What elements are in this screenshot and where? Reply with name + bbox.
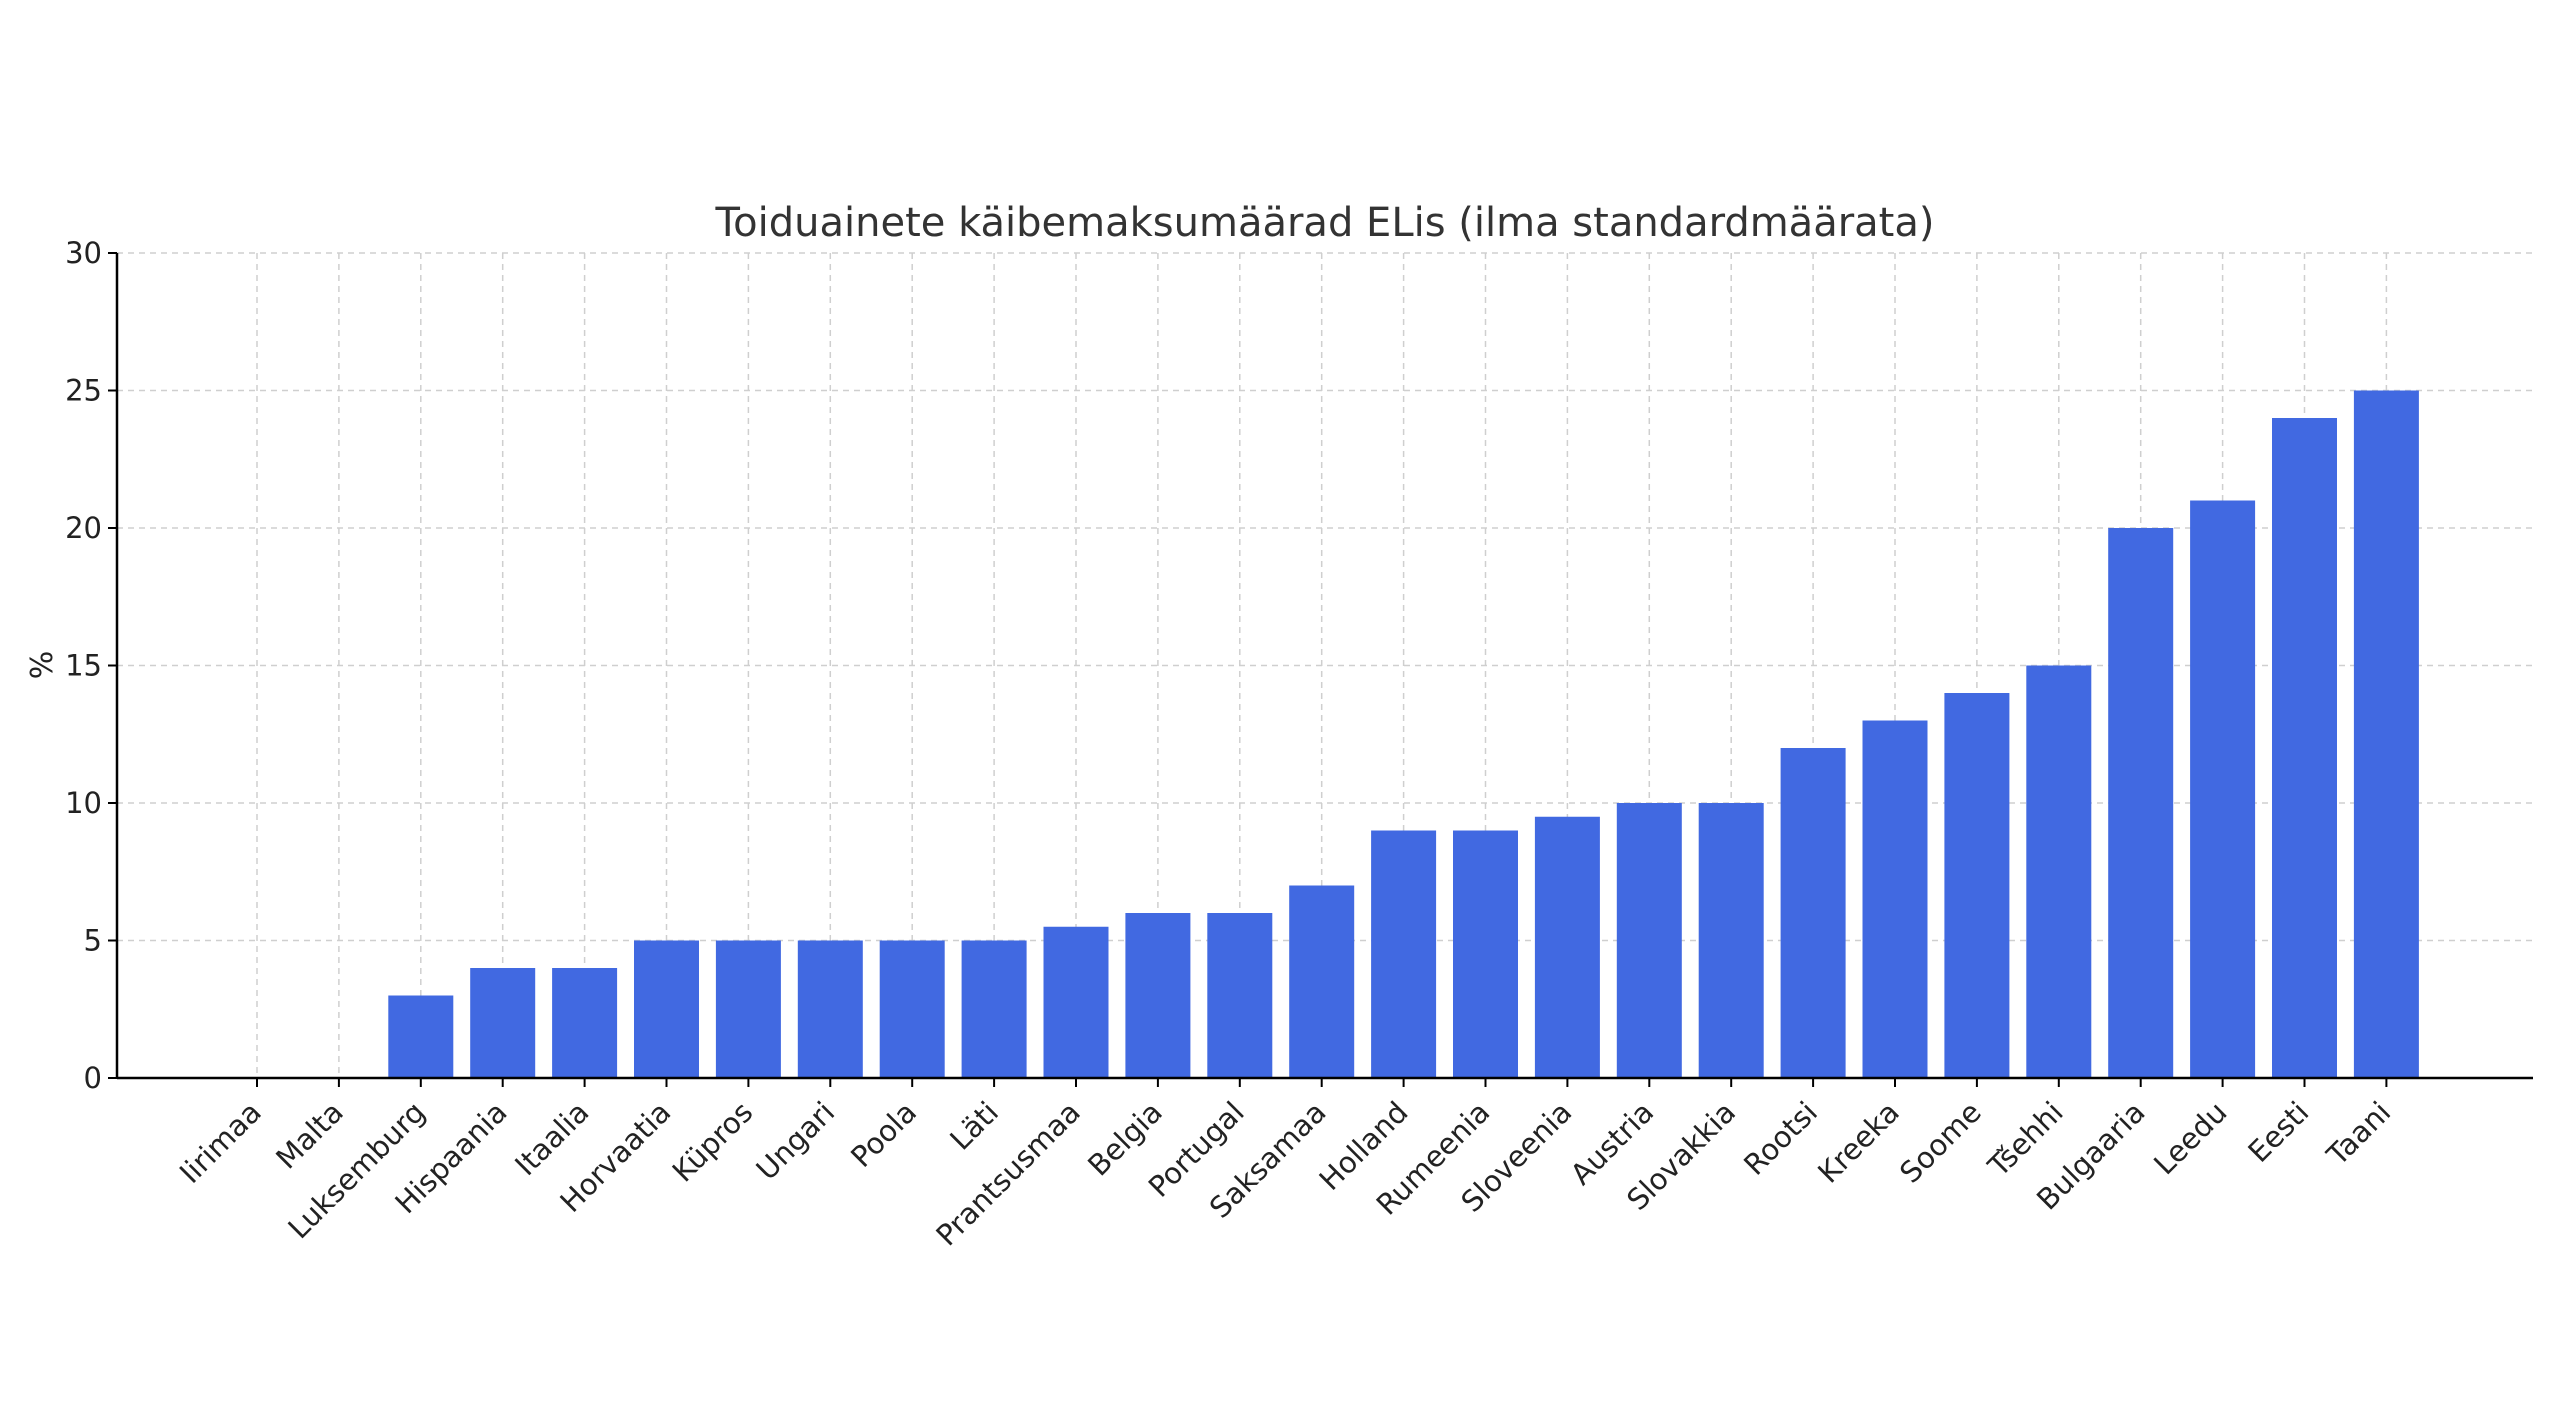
y-tick-label: 25 <box>65 374 102 408</box>
bar <box>2353 390 2419 1078</box>
bar <box>634 940 699 1078</box>
x-tick-label: Küpros <box>666 1095 760 1189</box>
bar <box>1371 830 1437 1078</box>
x-tick-label: Prantsusmaa <box>929 1095 1087 1253</box>
x-tick-label: Ungari <box>749 1095 841 1187</box>
bar <box>1780 748 1846 1078</box>
bar <box>1289 885 1355 1078</box>
bar <box>2190 500 2256 1078</box>
x-tick-label: Poola <box>844 1095 923 1174</box>
bar <box>1453 830 1518 1078</box>
bar <box>552 968 618 1078</box>
bar <box>1534 816 1600 1078</box>
bar <box>961 940 1027 1078</box>
bar <box>1944 693 2010 1078</box>
bar <box>879 940 945 1078</box>
y-axis-label: % <box>25 651 60 680</box>
bar <box>388 995 454 1078</box>
y-tick-label: 30 <box>65 236 102 270</box>
bar <box>1125 913 1191 1078</box>
x-tick-label: Rootsi <box>1737 1095 1824 1182</box>
bar <box>2272 418 2337 1078</box>
bar <box>2108 528 2174 1078</box>
x-tick-label: Iirimaa <box>173 1095 268 1190</box>
x-axis-ticks: Iirimaa MaltaLuksemburgHispaaniaItaaliaHo… <box>173 1078 2397 1252</box>
x-tick-label: Leedu <box>2147 1095 2233 1181</box>
x-tick-label: Eesti <box>2241 1095 2315 1169</box>
bar <box>1698 803 1764 1078</box>
y-tick-label: 20 <box>65 511 102 545</box>
bar <box>470 968 536 1078</box>
y-tick-label: 10 <box>65 786 102 820</box>
bar <box>1043 926 1109 1078</box>
y-tick-label: 0 <box>84 1061 102 1095</box>
x-tick-label: Läti <box>943 1095 1005 1157</box>
y-tick-label: 15 <box>65 649 102 683</box>
bar <box>1207 913 1273 1078</box>
x-tick-label: Malta <box>269 1095 350 1176</box>
x-tick-label: Kreeka <box>1811 1095 1906 1190</box>
chart-title: Toiduainete käibemaksumäärad ELis (ilma … <box>715 200 1935 246</box>
bar <box>1616 803 1682 1078</box>
y-tick-label: 5 <box>84 924 102 958</box>
bar <box>2026 665 2092 1078</box>
bar <box>797 940 863 1078</box>
x-tick-label: Soome <box>1893 1095 1988 1190</box>
y-axis-ticks: 0 5 10 15 20 25 30 <box>65 236 117 1095</box>
x-tick-label: Taani <box>2320 1095 2398 1173</box>
bar <box>1862 720 1928 1078</box>
bar <box>715 940 781 1078</box>
bars <box>388 390 2419 1078</box>
